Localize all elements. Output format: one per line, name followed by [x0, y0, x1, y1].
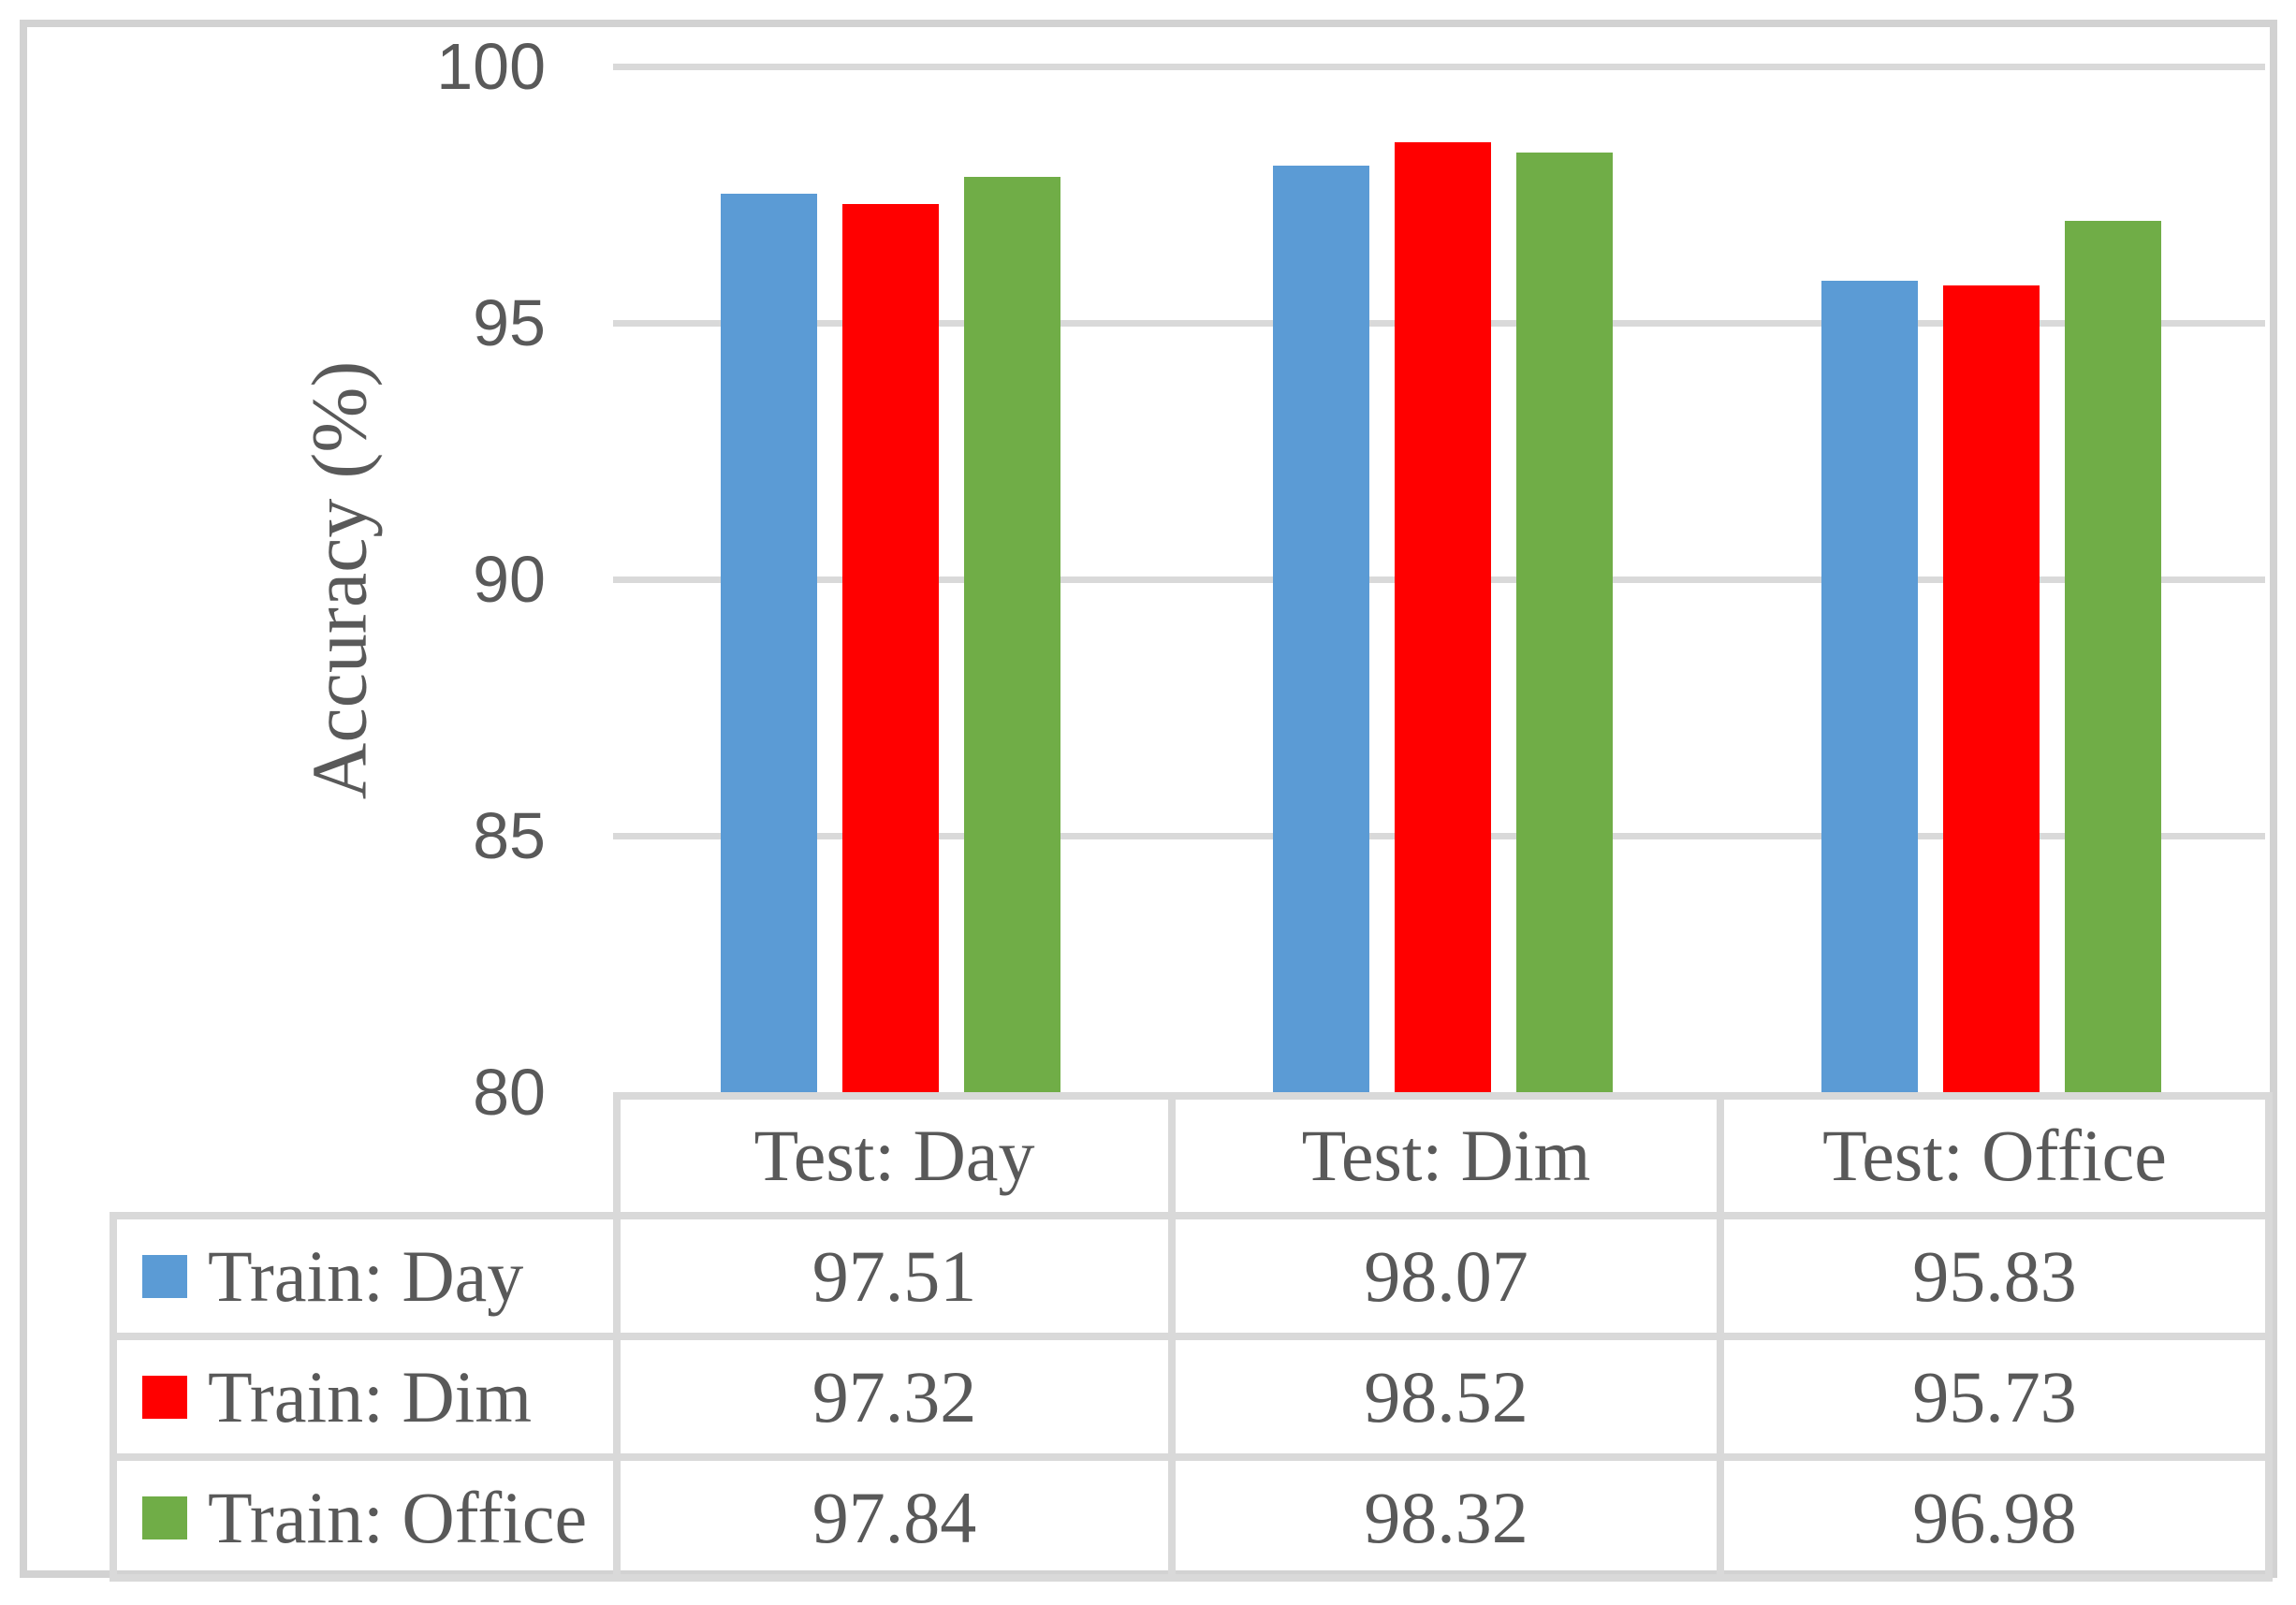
bar-series-2-group-3 — [1942, 285, 2040, 1092]
table-header-cell: Test: Office — [1822, 1115, 2167, 1196]
table-row-label: Train: Day — [117, 1219, 613, 1333]
bar-series-1-group-1 — [721, 194, 817, 1092]
bar-series-3-group-2 — [1515, 153, 1613, 1092]
table-border-line — [110, 1333, 2273, 1340]
table-header-cell: Test: Dim — [1301, 1115, 1591, 1196]
table-border-line — [2265, 1092, 2273, 1582]
table-border-line — [613, 1092, 2273, 1100]
table-row-label: Train: Dim — [117, 1340, 613, 1453]
table-border-line — [1168, 1092, 1176, 1582]
table-value-cell: 97.84 — [812, 1476, 977, 1558]
y-tick-label: 100 — [436, 30, 546, 103]
table-header-cell: Test: Day — [753, 1115, 1035, 1196]
table-value-cell: 98.52 — [1364, 1355, 1528, 1437]
bar-series-3-group-3 — [2064, 221, 2161, 1092]
table-border-line — [110, 1574, 2273, 1582]
table-value-cell: 98.32 — [1364, 1476, 1528, 1558]
legend-swatch — [142, 1496, 187, 1539]
table-border-line — [613, 1092, 621, 1582]
gridline — [613, 64, 2265, 70]
bar-series-1-group-2 — [1272, 165, 1369, 1092]
bar-series-3-group-1 — [964, 177, 1060, 1092]
table-value-cell: 96.98 — [1912, 1476, 2077, 1558]
bar-series-1-group-3 — [1821, 280, 1918, 1092]
legend-label: Train: Office — [208, 1476, 588, 1558]
y-tick-label: 80 — [473, 1056, 546, 1129]
table-border-line — [110, 1212, 117, 1582]
y-axis-title: Accuracy (%) — [296, 360, 384, 800]
legend-label: Train: Day — [208, 1234, 524, 1317]
y-tick-label: 85 — [473, 799, 546, 872]
table-value-cell: 95.83 — [1912, 1234, 2077, 1317]
legend-swatch — [142, 1254, 187, 1298]
y-tick-label: 95 — [473, 286, 546, 359]
legend-label: Train: Dim — [208, 1355, 533, 1437]
table-row-label: Train: Office — [117, 1461, 613, 1574]
bar-series-2-group-1 — [842, 203, 939, 1092]
table-value-cell: 97.32 — [812, 1355, 977, 1437]
y-tick-label: 90 — [473, 543, 546, 616]
table-border-line — [1717, 1092, 1724, 1582]
table-border-line — [110, 1453, 2273, 1461]
bar-series-2-group-2 — [1394, 142, 1491, 1092]
table-value-cell: 97.51 — [812, 1234, 977, 1317]
legend-swatch — [142, 1375, 187, 1419]
table-value-cell: 95.73 — [1912, 1355, 2077, 1437]
table-border-line — [110, 1212, 2273, 1219]
table-value-cell: 98.07 — [1364, 1234, 1528, 1317]
